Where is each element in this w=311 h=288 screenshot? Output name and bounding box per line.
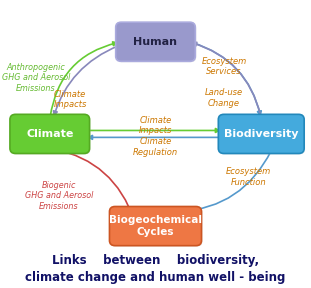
FancyBboxPatch shape xyxy=(109,206,202,246)
Text: Climate: Climate xyxy=(26,129,73,139)
Text: Biogenic
GHG and Aerosol
Emissions: Biogenic GHG and Aerosol Emissions xyxy=(25,181,93,211)
FancyBboxPatch shape xyxy=(219,115,305,154)
Text: Ecosystem
Services: Ecosystem Services xyxy=(201,56,247,76)
Text: Human: Human xyxy=(133,37,178,47)
Text: Anthropogenic
GHG and Aerosol
Emissions: Anthropogenic GHG and Aerosol Emissions xyxy=(2,63,70,93)
Text: Biogeochemical
Cycles: Biogeochemical Cycles xyxy=(109,215,202,237)
FancyBboxPatch shape xyxy=(218,114,304,154)
Text: Biodiversity: Biodiversity xyxy=(224,129,299,139)
Text: Links    between    biodiversity,
climate change and human well - being: Links between biodiversity, climate chan… xyxy=(25,254,286,284)
FancyBboxPatch shape xyxy=(10,114,90,154)
Text: Ecosystem
Function: Ecosystem Function xyxy=(226,167,272,187)
FancyBboxPatch shape xyxy=(116,22,195,61)
Text: Climate
Impacts: Climate Impacts xyxy=(53,90,87,109)
Text: Climate
Regulation: Climate Regulation xyxy=(133,137,178,157)
FancyBboxPatch shape xyxy=(117,23,196,62)
FancyBboxPatch shape xyxy=(110,207,202,247)
Text: Climate
Impacts: Climate Impacts xyxy=(139,115,172,135)
Text: Land-use
Change: Land-use Change xyxy=(205,88,243,108)
FancyBboxPatch shape xyxy=(11,115,91,154)
